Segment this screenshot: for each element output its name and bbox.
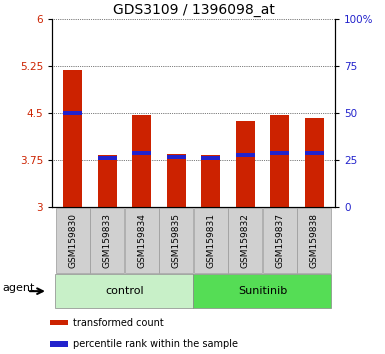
Text: GSM159833: GSM159833 <box>103 213 112 268</box>
Bar <box>167 155 186 159</box>
Bar <box>201 156 220 160</box>
Text: agent: agent <box>3 283 35 293</box>
Bar <box>194 274 331 308</box>
Bar <box>132 115 151 207</box>
Title: GDS3109 / 1396098_at: GDS3109 / 1396098_at <box>112 3 275 17</box>
Text: GSM159838: GSM159838 <box>310 213 319 268</box>
Bar <box>228 209 262 273</box>
Text: GSM159837: GSM159837 <box>275 213 284 268</box>
Bar <box>55 209 90 273</box>
Bar <box>98 156 117 160</box>
Bar <box>50 341 67 347</box>
Bar <box>270 152 289 155</box>
Bar <box>201 155 220 207</box>
Bar <box>132 151 151 155</box>
Bar <box>270 115 289 207</box>
Text: GSM159831: GSM159831 <box>206 213 215 268</box>
Bar <box>125 209 159 273</box>
Bar <box>55 274 194 308</box>
Text: control: control <box>105 286 144 296</box>
Text: GSM159832: GSM159832 <box>241 213 250 268</box>
Text: percentile rank within the sample: percentile rank within the sample <box>73 339 238 349</box>
Bar <box>236 153 255 157</box>
Bar <box>194 209 228 273</box>
Text: GSM159834: GSM159834 <box>137 213 146 268</box>
Bar <box>263 209 297 273</box>
Text: Sunitinib: Sunitinib <box>238 286 287 296</box>
Bar <box>305 118 324 207</box>
Text: transformed count: transformed count <box>73 318 164 328</box>
Bar <box>167 154 186 207</box>
Text: GSM159835: GSM159835 <box>172 213 181 268</box>
Bar <box>236 121 255 207</box>
Bar <box>305 152 324 155</box>
Bar <box>63 70 82 207</box>
Bar <box>63 112 82 115</box>
Bar <box>98 155 117 207</box>
Bar <box>90 209 124 273</box>
Bar <box>159 209 193 273</box>
Bar <box>50 320 67 325</box>
Text: GSM159830: GSM159830 <box>68 213 77 268</box>
Bar <box>297 209 331 273</box>
